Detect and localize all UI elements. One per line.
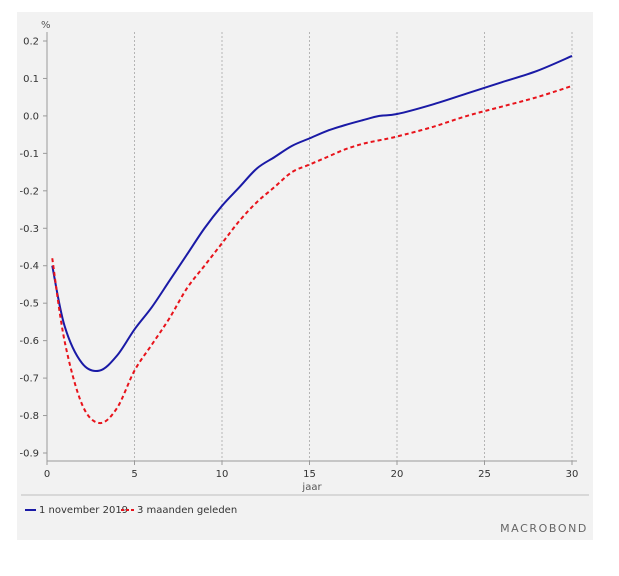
series	[51, 55, 573, 425]
y-tick-label: 0.1	[23, 74, 39, 85]
x-axis-label: jaar	[301, 482, 322, 493]
y-tick-label: -0.5	[19, 299, 39, 310]
y-tick-label: -0.4	[19, 261, 39, 272]
x-tick-label-10: 10	[216, 469, 229, 480]
series-line-1	[51, 55, 573, 373]
x-tick-label-5: 5	[131, 469, 137, 480]
y-tick-label: 0.0	[23, 111, 39, 122]
y-tick-label: -0.1	[19, 149, 39, 160]
x-tick-label-15: 15	[303, 469, 316, 480]
x-tick-label-0: 0	[44, 469, 50, 480]
y-tick-label: -0.7	[19, 374, 39, 385]
y-tick-label: -0.6	[19, 336, 39, 347]
y-tick-label: 0.2	[23, 37, 39, 48]
x-tick-label-25: 25	[478, 469, 491, 480]
chart-frame: 0.2 0.1 0.0 -0.1 -0.2 -0.3 -0.4 -0.5 -0.6 -0.7 -0.…	[17, 12, 593, 540]
line-chart: 0.2 0.1 0.0 -0.1 -0.2 -0.3 -0.4 -0.5 -0.6 -0.7 -0.…	[19, 20, 589, 535]
vertical-grid	[134, 32, 573, 461]
x-tick-label-20: 20	[391, 469, 404, 480]
x-tick-label-30: 30	[566, 469, 579, 480]
y-axis-unit-label: %	[41, 20, 51, 31]
brand-logo: MACROBOND	[500, 522, 588, 535]
legend-label-series-2: 3 maanden geleden	[137, 505, 237, 516]
y-tick-label: -0.3	[19, 224, 39, 235]
y-tick-label: -0.9	[19, 449, 39, 460]
series-line-2	[51, 84, 573, 425]
legend: 1 november 2019 3 maanden geleden	[25, 505, 237, 516]
axes	[46, 32, 577, 462]
legend-label-series-1: 1 november 2019	[39, 505, 128, 516]
y-tick-labels: 0.2 0.1 0.0 -0.1 -0.2 -0.3 -0.4 -0.5 -0.6 -0.7 -0.…	[19, 37, 47, 460]
y-tick-label: -0.2	[19, 186, 39, 197]
x-tick-labels: 0 5 10 15 20 25 30	[44, 461, 579, 480]
y-tick-label: -0.8	[19, 411, 39, 422]
